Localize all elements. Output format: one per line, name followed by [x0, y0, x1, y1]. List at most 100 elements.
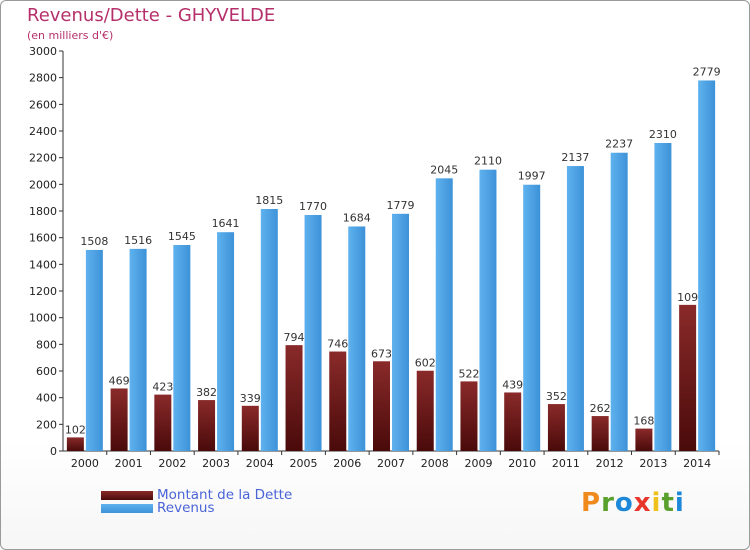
data-label-debt: 522	[458, 367, 479, 380]
logo-letter: t	[661, 488, 675, 518]
data-label-revenue: 1516	[124, 234, 152, 247]
y-tick-label: 1200	[29, 285, 57, 298]
data-label-revenue: 1641	[212, 217, 240, 230]
x-tick-label: 2009	[464, 457, 492, 470]
data-label-debt: 673	[371, 347, 392, 360]
y-tick-label: 3000	[29, 45, 57, 58]
bar-debt	[635, 428, 653, 451]
data-label-debt: 352	[546, 390, 567, 403]
data-label-revenue: 1770	[299, 200, 327, 213]
y-tick-label: 2200	[29, 152, 57, 165]
data-label-debt: 262	[590, 402, 611, 415]
x-tick-label: 2001	[115, 457, 143, 470]
data-label-debt: 168	[633, 415, 654, 428]
legend-swatch-debt	[101, 491, 153, 500]
bar-revenue	[217, 232, 235, 451]
bar-revenue	[129, 248, 147, 451]
y-tick-label: 1800	[29, 205, 57, 218]
x-tick-label: 2007	[377, 457, 405, 470]
data-label-debt: 382	[196, 386, 217, 399]
bar-revenue	[610, 152, 628, 451]
logo-letter: i	[674, 488, 685, 518]
chart-title: Revenus/Dette - GHYVELDE	[27, 5, 276, 26]
bar-debt	[66, 437, 84, 451]
x-tick-label: 2003	[202, 457, 230, 470]
data-label-revenue: 1508	[80, 235, 108, 248]
legend-swatch-revenue	[101, 504, 153, 513]
data-label-debt: 439	[502, 378, 523, 391]
legend-label-debt: Montant de la Dette	[157, 487, 293, 503]
bar-revenue	[523, 184, 541, 451]
x-tick-label: 2004	[246, 457, 274, 470]
data-label-revenue: 1815	[255, 194, 283, 207]
data-label-debt: 339	[240, 392, 261, 405]
y-tick-label: 800	[36, 338, 57, 351]
bar-debt	[198, 400, 216, 451]
bar-revenue	[654, 143, 672, 451]
x-tick-label: 2014	[683, 457, 711, 470]
data-label-debt: 746	[327, 338, 348, 351]
y-tick-label: 2400	[29, 125, 57, 138]
x-tick-label: 2010	[508, 457, 536, 470]
bar-debt	[504, 392, 522, 451]
logo-letter: o	[614, 488, 634, 518]
data-label-revenue: 2237	[605, 138, 633, 151]
bar-revenue	[260, 209, 278, 451]
chart-subtitle: (en milliers d'€)	[27, 29, 114, 42]
bar-debt	[329, 351, 347, 451]
data-label-revenue: 1545	[168, 230, 196, 243]
proxiti-logo: Proxiti	[581, 488, 685, 518]
bar-debt	[460, 381, 478, 451]
x-tick-label: 2011	[552, 457, 580, 470]
data-label-revenue: 1997	[518, 170, 546, 183]
y-tick-label: 1000	[29, 312, 57, 325]
data-label-revenue: 1779	[387, 199, 415, 212]
chart-labels: 102 1508 469 1516 423 1545 382 1641 339 1815 794 17…	[65, 65, 721, 436]
bar-revenue	[479, 169, 497, 451]
data-label-revenue: 2110	[474, 155, 502, 168]
bar-revenue	[348, 226, 366, 451]
bar-debt	[241, 405, 259, 451]
chart-axes: 0 200 400 600 800 1000 1200 1400 1600 1800 2000 220…	[29, 45, 720, 470]
bar-debt	[373, 361, 390, 451]
legend-label-revenue: Revenus	[157, 500, 215, 516]
bar-revenue	[392, 213, 409, 451]
chart-bars	[66, 80, 716, 452]
bar-revenue	[85, 249, 103, 451]
bar-debt	[679, 304, 697, 451]
y-tick-label: 0	[50, 445, 57, 458]
bar-revenue	[304, 215, 322, 451]
data-label-revenue: 2310	[649, 128, 677, 141]
logo-letter: r	[601, 488, 615, 518]
x-tick-label: 2006	[333, 457, 361, 470]
x-tick-label: 2002	[158, 457, 186, 470]
data-label-revenue: 1684	[343, 211, 371, 224]
data-label-debt: 602	[415, 357, 436, 370]
y-tick-label: 2000	[29, 178, 57, 191]
bar-debt	[154, 394, 172, 451]
data-label-revenue: 2137	[561, 151, 589, 164]
y-tick-label: 200	[36, 418, 57, 431]
data-label-debt: 423	[152, 381, 173, 394]
data-label-debt: 102	[65, 423, 86, 436]
bar-debt	[285, 345, 303, 451]
x-tick-label: 2008	[421, 457, 449, 470]
bar-debt	[416, 370, 434, 451]
bar-revenue	[173, 245, 191, 451]
bar-revenue	[435, 178, 453, 452]
y-tick-label: 1600	[29, 232, 57, 245]
logo-letter: i	[651, 488, 662, 518]
data-label-debt: 794	[284, 331, 305, 344]
y-tick-label: 1400	[29, 258, 57, 271]
data-label-debt: 109	[677, 291, 698, 304]
x-tick-label: 2005	[290, 457, 318, 470]
y-tick-label: 400	[36, 392, 57, 405]
x-tick-label: 2012	[596, 457, 624, 470]
bar-revenue	[566, 166, 584, 452]
logo-letter: P	[581, 488, 602, 518]
data-label-debt: 469	[109, 374, 130, 387]
bar-debt	[110, 388, 128, 451]
bar-debt	[547, 404, 565, 451]
